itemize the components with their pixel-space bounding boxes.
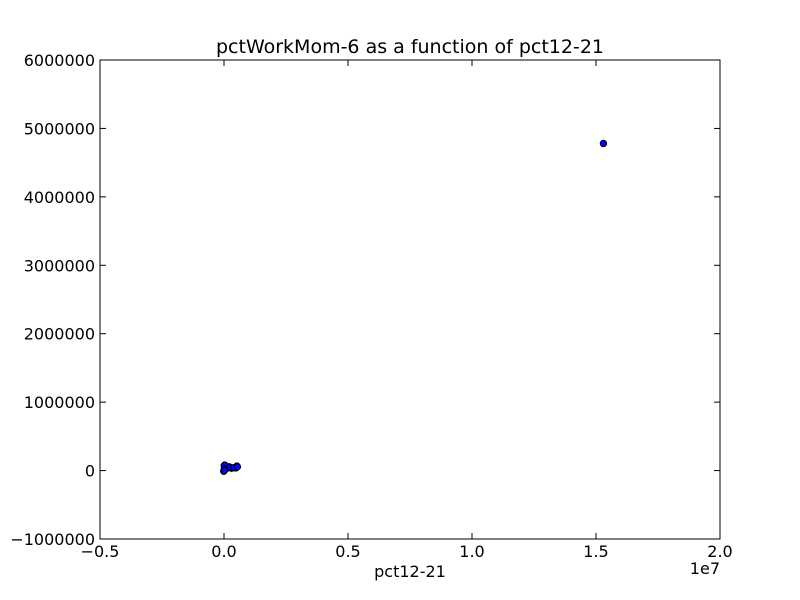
y-tick-label: 3000000 xyxy=(24,256,95,275)
y-tick-label: 1000000 xyxy=(24,393,95,412)
x-tick-label: −0.5 xyxy=(81,542,120,561)
chart-title: pctWorkMom-6 as a function of pct12-21 xyxy=(216,36,604,58)
y-tick-label: 6000000 xyxy=(24,51,95,70)
y-tick-label: 2000000 xyxy=(24,325,95,344)
axis-ticks: −0.5 0.0 0.5 1.0 1.5 2.0 −1000000 0 1000000 20000… xyxy=(10,51,732,561)
y-tick-label: 5000000 xyxy=(24,119,95,138)
y-tick-label: 4000000 xyxy=(24,188,95,207)
x-tick-label: 2.0 xyxy=(707,542,732,561)
y-tick-label: −1000000 xyxy=(10,530,95,549)
data-point xyxy=(220,466,229,474)
x-axis-label: pct12-21 xyxy=(374,562,446,581)
x-tick-label: 1.5 xyxy=(583,542,608,561)
data-point xyxy=(599,139,608,148)
x-tick-label: 0.5 xyxy=(335,542,360,561)
x-tick-label: 0.0 xyxy=(211,542,236,561)
x-tick-label: 1.0 xyxy=(459,542,484,561)
data-point xyxy=(233,463,242,471)
x-offset-label: 1e7 xyxy=(690,559,720,578)
y-tick-label: 0 xyxy=(85,462,95,481)
plot-area xyxy=(99,59,721,540)
data-points xyxy=(220,139,608,475)
